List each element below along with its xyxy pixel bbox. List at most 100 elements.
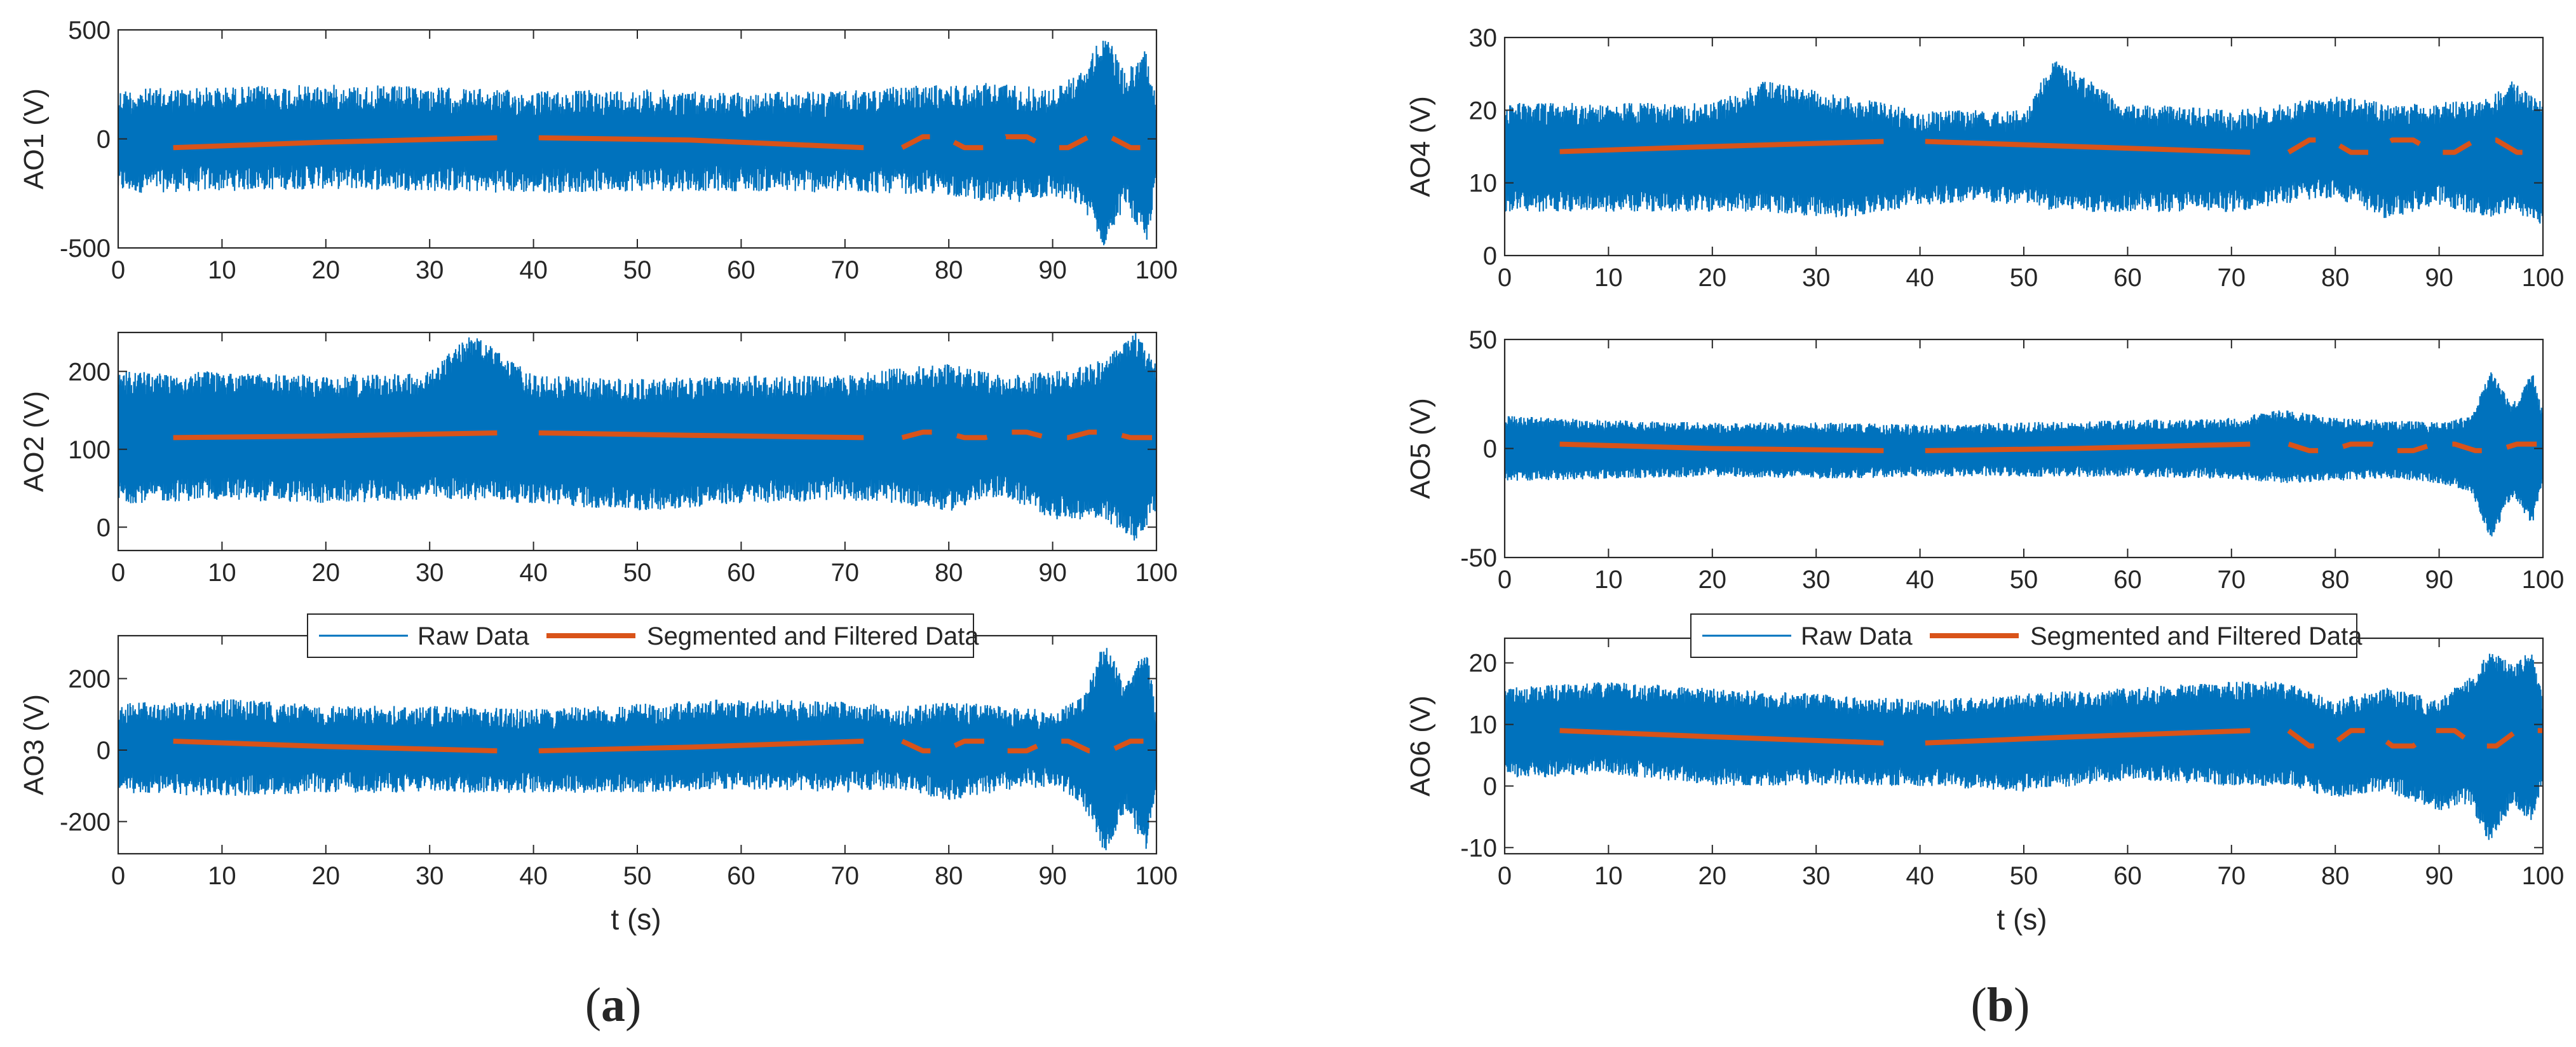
y-tick-label: 0 bbox=[97, 514, 111, 542]
y-tick-label: 20 bbox=[1469, 650, 1498, 678]
x-tick-label: 40 bbox=[519, 862, 548, 890]
x-tick-label: 40 bbox=[1906, 862, 1934, 890]
y-axis-label: AO2 (V) bbox=[18, 391, 50, 492]
x-tick-label: 0 bbox=[111, 862, 125, 890]
y-axis-label: AO1 (V) bbox=[18, 88, 50, 189]
x-tick-label: 90 bbox=[2425, 862, 2453, 890]
filtered-segment-3 bbox=[900, 134, 1156, 151]
x-tick-label: 10 bbox=[208, 862, 236, 890]
x-tick-label: 100 bbox=[1135, 559, 1178, 587]
raw-data-series bbox=[1505, 61, 2543, 224]
filtered-segment-1 bbox=[1559, 441, 1884, 453]
x-tick-label: 0 bbox=[1498, 264, 1512, 292]
x-tick-label: 20 bbox=[1698, 264, 1727, 292]
x-tick-label: 0 bbox=[1498, 566, 1512, 594]
y-tick-label: -500 bbox=[60, 235, 111, 263]
filtered-segment-2 bbox=[538, 738, 864, 754]
x-tick-label: 70 bbox=[831, 559, 860, 587]
x-tick-label: 90 bbox=[1038, 862, 1067, 890]
x-tick-label: 50 bbox=[623, 862, 652, 890]
y-axis-label: AO3 (V) bbox=[18, 694, 50, 795]
x-tick-label: 20 bbox=[312, 862, 341, 890]
raw-data-series bbox=[118, 332, 1156, 541]
y-tick-label: 200 bbox=[68, 665, 111, 693]
y-tick-label: 50 bbox=[1469, 326, 1498, 354]
x-tick-label: 50 bbox=[623, 256, 652, 284]
filtered-segment-1 bbox=[173, 135, 498, 151]
x-tick-label: 30 bbox=[416, 559, 444, 587]
x-tick-label: 100 bbox=[2522, 566, 2565, 594]
x-tick-label: 10 bbox=[208, 256, 236, 284]
caption-letter: b bbox=[1987, 978, 2014, 1032]
x-tick-label: 50 bbox=[2010, 862, 2038, 890]
filtered-segment-2 bbox=[538, 430, 864, 441]
x-tick-label: 20 bbox=[312, 256, 341, 284]
chart-panel-2: 0 10 20 30 40 50 60 70 80 90 100 200 100 0 AO2 (V) bbox=[18, 331, 1178, 587]
x-tick-label: 90 bbox=[1038, 256, 1067, 284]
y-axis-label: AO6 (V) bbox=[1405, 695, 1436, 797]
x-tick-label: 40 bbox=[1906, 264, 1934, 292]
y-axis-label: AO4 (V) bbox=[1405, 96, 1436, 197]
legend-raw-label: Raw Data bbox=[417, 622, 529, 650]
x-tick-label: 100 bbox=[1135, 256, 1178, 284]
filtered-segment-3 bbox=[2288, 441, 2543, 453]
filtered-segment-2 bbox=[1925, 728, 2251, 746]
x-tick-label: 80 bbox=[2321, 264, 2350, 292]
x-tick-label: 20 bbox=[312, 559, 341, 587]
x-tick-label: 20 bbox=[1698, 862, 1727, 890]
caption-open: ( bbox=[1971, 978, 1987, 1032]
raw-data-series bbox=[1505, 372, 2543, 537]
x-tick-label: 50 bbox=[623, 559, 652, 587]
x-tick-label: 30 bbox=[1802, 862, 1831, 890]
x-tick-label: 80 bbox=[935, 256, 963, 284]
y-tick-label: 0 bbox=[1483, 772, 1497, 800]
legend-panel-b: Raw Data Segmented and Filtered Data bbox=[1690, 613, 2362, 658]
legend-filtered-label: Segmented and Filtered Data bbox=[647, 622, 979, 650]
filtered-segment-1 bbox=[1559, 728, 1884, 746]
y-tick-label: -10 bbox=[1460, 834, 1497, 862]
x-tick-label: 60 bbox=[2113, 566, 2142, 594]
x-tick-label: 10 bbox=[1594, 862, 1623, 890]
caption-close: ) bbox=[625, 978, 641, 1032]
filtered-segment-2 bbox=[538, 135, 864, 151]
x-tick-label: 30 bbox=[1802, 264, 1831, 292]
legend-filtered-label: Segmented and Filtered Data bbox=[2030, 622, 2362, 650]
y-tick-label: -200 bbox=[60, 808, 111, 836]
x-tick-label: 60 bbox=[727, 862, 756, 890]
filtered-segment-1 bbox=[1559, 139, 1884, 154]
caption-letter: a bbox=[601, 978, 625, 1032]
x-axis-label-a: t (s) bbox=[611, 903, 661, 936]
x-tick-label: 30 bbox=[416, 256, 444, 284]
filtered-segment-2 bbox=[1925, 441, 2251, 453]
y-axis-label: AO5 (V) bbox=[1405, 398, 1436, 499]
raw-data-series bbox=[1505, 654, 2543, 840]
x-tick-label: 90 bbox=[1038, 559, 1067, 587]
x-tick-label: 70 bbox=[831, 862, 860, 890]
legend-box bbox=[1690, 613, 2357, 658]
x-tick-label: 80 bbox=[2321, 566, 2350, 594]
y-tick-label: 0 bbox=[97, 737, 111, 765]
y-tick-label: 10 bbox=[1469, 170, 1498, 198]
y-tick-label: 10 bbox=[1469, 711, 1498, 739]
filtered-segment-1 bbox=[173, 430, 498, 441]
x-tick-label: 10 bbox=[1594, 264, 1623, 292]
caption-open: ( bbox=[585, 978, 601, 1032]
filtered-segment-3 bbox=[901, 429, 1156, 441]
x-tick-label: 70 bbox=[2218, 264, 2246, 292]
x-tick-label: 100 bbox=[1135, 862, 1178, 890]
x-tick-label: 80 bbox=[2321, 862, 2350, 890]
x-tick-label: 80 bbox=[935, 559, 963, 587]
x-tick-label: 50 bbox=[2010, 264, 2038, 292]
legend-raw-label: Raw Data bbox=[1801, 622, 1913, 650]
x-tick-label: 60 bbox=[727, 559, 756, 587]
x-tick-label: 40 bbox=[519, 256, 548, 284]
x-tick-label: 0 bbox=[111, 559, 125, 587]
x-tick-label: 100 bbox=[2522, 264, 2565, 292]
x-tick-label: 50 bbox=[2010, 566, 2038, 594]
raw-data-series bbox=[118, 41, 1156, 245]
x-tick-label: 100 bbox=[2522, 862, 2565, 890]
x-axis-label-b: t (s) bbox=[1996, 903, 2047, 936]
